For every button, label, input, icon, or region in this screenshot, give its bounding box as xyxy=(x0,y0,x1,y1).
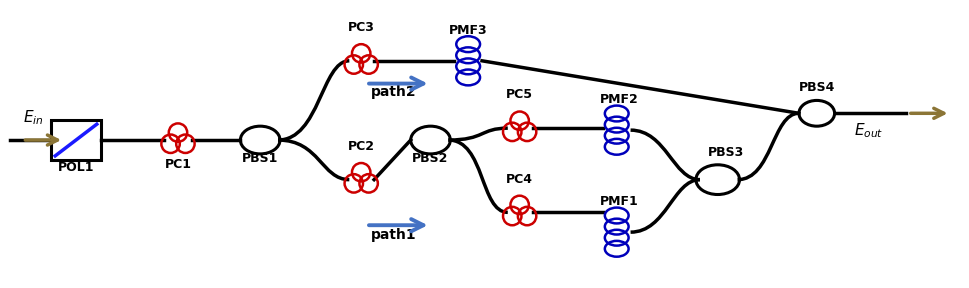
Text: PC5: PC5 xyxy=(506,88,533,101)
Text: PMF2: PMF2 xyxy=(600,93,639,106)
Text: path2: path2 xyxy=(371,86,417,99)
Text: $E_{in}$: $E_{in}$ xyxy=(22,108,43,127)
Text: PMF3: PMF3 xyxy=(449,24,487,37)
Text: PC2: PC2 xyxy=(347,140,374,153)
Text: path1: path1 xyxy=(371,228,417,242)
Text: PBS3: PBS3 xyxy=(706,146,743,159)
Text: PMF1: PMF1 xyxy=(600,195,639,209)
Text: PC3: PC3 xyxy=(348,21,374,34)
Text: $E_{out}$: $E_{out}$ xyxy=(854,121,883,140)
Text: POL1: POL1 xyxy=(58,161,94,174)
Text: PC4: PC4 xyxy=(506,173,533,186)
Text: PBS2: PBS2 xyxy=(412,152,449,165)
Text: PC1: PC1 xyxy=(165,158,191,171)
Text: PBS4: PBS4 xyxy=(797,81,834,94)
Text: PBS1: PBS1 xyxy=(241,152,278,165)
